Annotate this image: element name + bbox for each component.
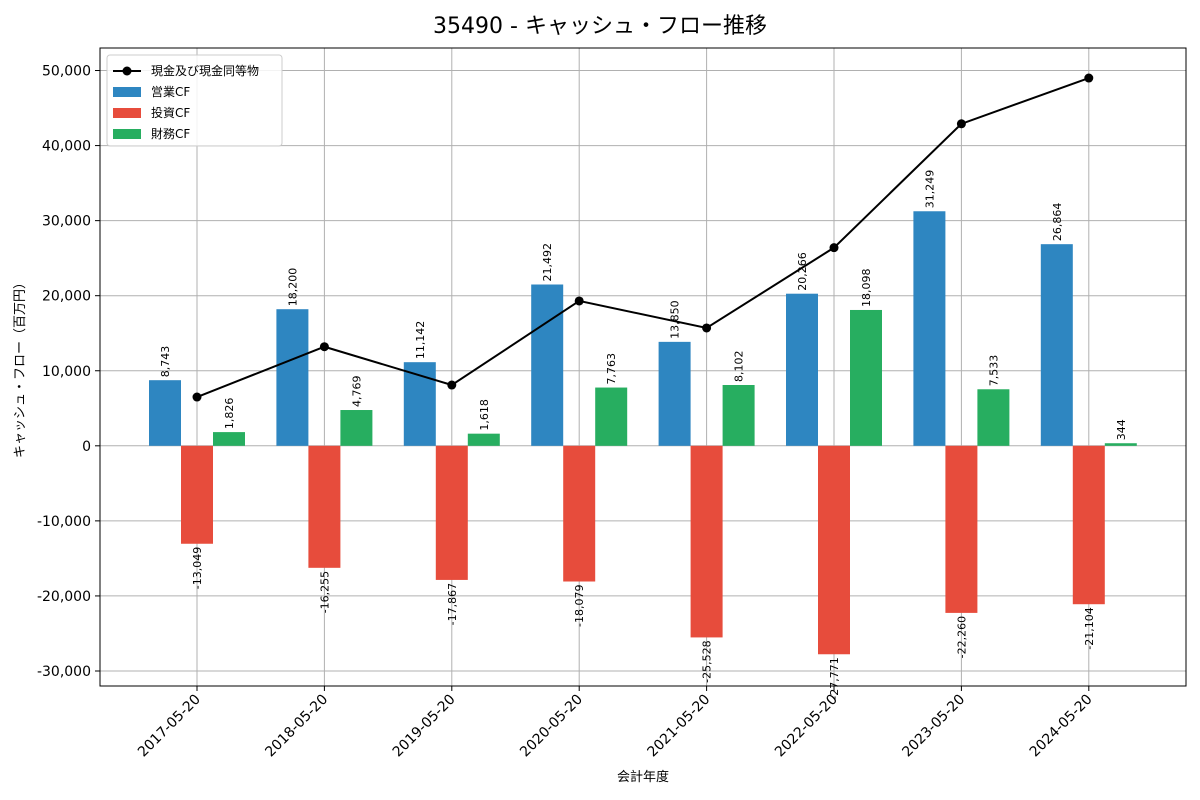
legend-label: 現金及び現金同等物 xyxy=(151,63,259,78)
x-axis-label: 会計年度 xyxy=(617,769,669,785)
x-tick-label: 2022-05-20 xyxy=(772,692,841,761)
bar-data-label: 26,864 xyxy=(1051,203,1064,242)
bar xyxy=(818,445,850,655)
bar-data-label: -21,104 xyxy=(1083,607,1096,649)
y-tick-label: 30,000 xyxy=(42,214,91,230)
bar xyxy=(595,387,628,446)
bar xyxy=(850,309,882,446)
bar xyxy=(1040,244,1073,446)
bars xyxy=(149,211,1137,655)
legend-swatch-bar xyxy=(113,87,141,97)
bar-data-label: 7,533 xyxy=(987,355,1000,387)
bar-data-label: 4,769 xyxy=(350,376,363,408)
bar-data-label: 31,249 xyxy=(923,170,936,209)
bar xyxy=(181,445,213,544)
x-tick-label: 2020-05-20 xyxy=(517,692,586,761)
y-tick-label: 40,000 xyxy=(42,139,91,155)
legend-swatch-bar xyxy=(113,108,141,118)
y-tick-label: -10,000 xyxy=(37,514,91,530)
x-tick-label: 2023-05-20 xyxy=(899,692,968,761)
x-tick-label: 2018-05-20 xyxy=(262,692,331,761)
legend-label: 投資CF xyxy=(151,105,190,120)
bar-data-label: 1,826 xyxy=(223,398,236,430)
x-tick-label: 2019-05-20 xyxy=(390,692,459,761)
legend-swatch-bar xyxy=(113,129,141,139)
plot-frame xyxy=(99,47,1187,687)
bar-data-label: 7,763 xyxy=(605,353,618,385)
y-tick-label: -20,000 xyxy=(37,589,91,605)
bar xyxy=(308,445,341,568)
bar xyxy=(563,445,596,582)
data-labels: 8,743 18,200 11,142 21,492 13,850 20,266 31,24… xyxy=(159,170,1128,700)
y-tick-label: 10,000 xyxy=(42,364,91,380)
legend-label: 財務CF xyxy=(151,126,190,141)
cash-point xyxy=(956,119,966,129)
x-tick-label: 2017-05-20 xyxy=(135,692,204,761)
y-tick-label: 50,000 xyxy=(42,64,91,80)
y-tick-label: 0 xyxy=(82,439,91,455)
cash-point xyxy=(574,296,584,306)
bar-data-label: 13,850 xyxy=(669,300,682,339)
bar xyxy=(340,410,373,446)
bar-data-label: 18,200 xyxy=(286,268,299,307)
cash-point xyxy=(447,380,457,390)
bar-data-label: 1,618 xyxy=(478,399,491,431)
x-tick-label: 2024-05-20 xyxy=(1027,692,1096,761)
bar-data-label: -18,079 xyxy=(573,585,586,627)
cash-line-path xyxy=(196,77,1090,398)
legend-swatch-marker xyxy=(122,66,132,76)
bar-data-label: 8,102 xyxy=(733,350,746,382)
x-tick-label: 2021-05-20 xyxy=(645,692,714,761)
y-tick-label: 20,000 xyxy=(42,289,91,305)
bar-data-label: -27,771 xyxy=(828,657,841,699)
bar-data-label: 20,266 xyxy=(796,252,809,291)
bar-data-label: -16,255 xyxy=(318,571,331,613)
bar xyxy=(658,341,691,446)
bar-data-label: -13,049 xyxy=(191,547,204,589)
bar xyxy=(435,445,468,580)
cash-point xyxy=(702,323,712,333)
y-tick-label: -30,000 xyxy=(37,664,91,680)
bar xyxy=(690,445,723,638)
bar-data-label: 18,098 xyxy=(860,268,873,307)
bar xyxy=(531,284,564,446)
bar xyxy=(276,309,309,446)
legend-label: 営業CF xyxy=(151,85,190,99)
bar-data-label: 8,743 xyxy=(159,346,172,378)
bar-data-label: 11,142 xyxy=(414,321,427,360)
legend-box xyxy=(106,54,283,147)
y-axis-label: キャッシュ・フロー（百万円） xyxy=(13,276,28,458)
cash-line xyxy=(192,73,1094,402)
bar xyxy=(213,432,245,446)
bar-data-label: -17,867 xyxy=(446,583,459,625)
cash-point xyxy=(829,243,839,253)
cash-point xyxy=(192,392,202,402)
bar xyxy=(722,384,755,446)
bar xyxy=(149,380,181,446)
bar xyxy=(945,445,978,613)
bar xyxy=(786,293,818,446)
bar-data-label: -22,260 xyxy=(955,616,968,658)
chart-title: 35490 - キャッシュ・フロー推移 xyxy=(433,14,767,39)
bar xyxy=(977,389,1010,446)
bar xyxy=(467,433,500,446)
bar xyxy=(1104,443,1137,446)
bar-data-label: -25,528 xyxy=(701,640,714,682)
bar xyxy=(1072,445,1105,605)
bar xyxy=(913,211,946,446)
bar-data-label: 344 xyxy=(1115,419,1128,440)
cash-point xyxy=(319,342,329,352)
bar-data-label: 21,492 xyxy=(541,243,554,282)
cash-point xyxy=(1084,73,1094,83)
